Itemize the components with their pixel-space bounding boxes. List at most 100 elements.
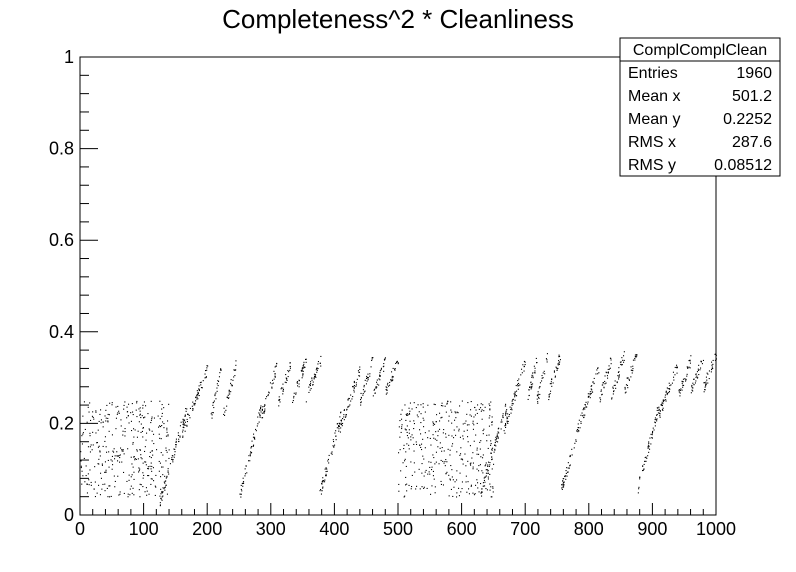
data-point [255, 430, 257, 432]
data-point [111, 402, 113, 404]
data-point [686, 375, 688, 377]
data-point [461, 400, 463, 402]
data-point [511, 407, 513, 409]
data-point [585, 406, 587, 408]
data-point [302, 365, 304, 367]
y-tick-label: 0.6 [49, 230, 74, 250]
data-point [304, 366, 306, 368]
data-point [122, 450, 124, 452]
data-point [423, 475, 425, 477]
data-point [651, 437, 653, 439]
data-point [413, 402, 415, 404]
data-point [681, 380, 683, 382]
data-point [154, 485, 156, 487]
data-point [408, 407, 410, 409]
data-point [162, 495, 164, 497]
data-point [159, 495, 161, 497]
data-point [685, 379, 687, 381]
data-point [702, 359, 704, 361]
data-point [483, 410, 485, 412]
data-point [577, 423, 579, 425]
data-point [322, 481, 324, 483]
data-point [490, 444, 492, 446]
data-point [234, 375, 236, 377]
data-point [240, 488, 242, 490]
data-point [504, 432, 506, 434]
data-point [150, 468, 152, 470]
data-point [104, 490, 106, 492]
data-point [145, 461, 147, 463]
data-point [446, 461, 448, 463]
data-point [672, 371, 674, 373]
data-point [248, 460, 250, 462]
y-tick-label: 0.8 [49, 139, 74, 159]
data-point [289, 362, 291, 364]
data-point [296, 382, 298, 384]
data-point [538, 397, 540, 399]
data-point [495, 436, 497, 438]
data-point [260, 407, 262, 409]
data-point [516, 390, 518, 392]
data-point [482, 430, 484, 432]
data-point [682, 381, 684, 383]
data-point [571, 454, 573, 456]
data-point [523, 370, 525, 372]
data-point [148, 475, 150, 477]
data-point [506, 420, 508, 422]
data-point [140, 454, 142, 456]
data-point [610, 359, 612, 361]
data-point [456, 451, 458, 453]
data-point [195, 400, 197, 402]
data-point [218, 380, 220, 382]
data-point [119, 454, 121, 456]
data-point [639, 477, 641, 479]
data-point [305, 358, 307, 360]
data-point [584, 408, 586, 410]
data-point [505, 426, 507, 428]
data-point [630, 366, 632, 368]
data-point [115, 417, 117, 419]
data-point [188, 414, 190, 416]
data-point [541, 377, 543, 379]
data-point [305, 358, 307, 360]
data-point [532, 375, 534, 377]
data-point [175, 444, 177, 446]
data-point [604, 383, 606, 385]
data-point [235, 364, 237, 366]
data-point [492, 487, 494, 489]
data-point [421, 463, 423, 465]
data-point [131, 463, 133, 465]
data-point [489, 464, 491, 466]
data-point [551, 385, 553, 387]
data-point [574, 442, 576, 444]
data-point [606, 375, 608, 377]
data-point [662, 403, 664, 405]
data-point [136, 416, 138, 418]
data-point [139, 449, 141, 451]
data-point [483, 428, 485, 430]
data-point [298, 386, 300, 388]
data-point [654, 419, 656, 421]
data-point [478, 465, 480, 467]
data-point [101, 488, 103, 490]
data-point [666, 387, 668, 389]
data-point [110, 459, 112, 461]
data-point [688, 360, 690, 362]
data-point [535, 357, 537, 359]
data-point [332, 445, 334, 447]
data-point [119, 457, 121, 459]
data-point [474, 414, 476, 416]
data-point [360, 399, 362, 401]
data-point [82, 475, 84, 477]
data-point [403, 444, 405, 446]
data-point [320, 355, 322, 357]
data-point [635, 356, 637, 358]
data-point [626, 384, 628, 386]
stats-rms-y-label: RMS y [628, 157, 676, 174]
data-point [557, 364, 559, 366]
data-point [602, 382, 604, 384]
data-point [324, 479, 326, 481]
data-point [428, 430, 430, 432]
data-point [183, 423, 185, 425]
data-point [140, 417, 142, 419]
